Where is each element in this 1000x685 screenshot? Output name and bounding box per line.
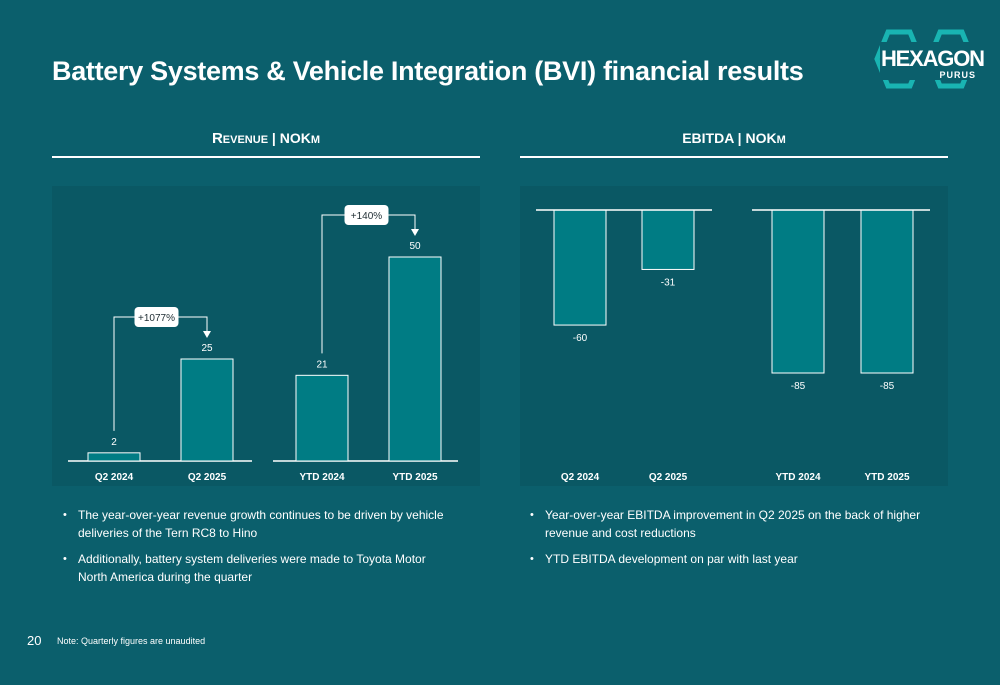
growth-badge-1 [134,307,179,327]
ebitda-bullet-1: Year-over-year EBITDA improvement in Q2 … [525,506,925,542]
growth-badge-label: +140% [351,211,383,222]
revenue-bar-q2-2025 [180,358,234,462]
growth-arrow-2 [411,229,419,236]
ebitda-value-label: -85 [791,381,806,392]
ebitda-category-label: Q2 2025 [649,472,688,483]
growth-badge-label: +1077% [138,313,175,324]
ebitda-heading-rule [520,156,948,158]
revenue-bullets: The year-over-year revenue growth contin… [58,506,458,594]
ebitda-bar-q2-2025 [641,209,695,270]
revenue-value-label: 21 [316,359,328,370]
svg-text:HEXAGON: HEXAGON [881,46,985,71]
ebitda-category-label: Q2 2024 [561,472,600,483]
ebitda-chart-heading: EBITDA | NOKM [682,130,786,146]
revenue-category-label: Q2 2025 [188,472,227,483]
revenue-value-label: 50 [409,241,421,252]
growth-badge-2 [344,205,389,225]
revenue-bullet-1: The year-over-year revenue growth contin… [58,506,458,542]
ebitda-bullets: Year-over-year EBITDA improvement in Q2 … [525,506,925,576]
ebitda-value-label: -31 [661,277,676,288]
hexagon-purus-logo: HEXAGON PURUS [874,29,986,89]
revenue-bar-ytd-2024 [295,374,349,462]
ebitda-bar-ytd-2024 [771,209,825,374]
revenue-value-label: 25 [201,343,213,354]
ebitda-bullet-2: YTD EBITDA development on par with last … [525,550,925,568]
ebitda-bar-ytd-2025 [860,209,914,374]
svg-text:PURUS: PURUS [939,70,976,80]
revenue-bullet-2: Additionally, battery system deliveries … [58,550,458,586]
ebitda-value-label: -85 [880,381,895,392]
ebitda-value-label: -60 [573,333,588,344]
ebitda-bar-q2-2024 [553,209,607,326]
revenue-category-label: YTD 2025 [392,472,437,483]
revenue-chart-heading: REVENUE | NOKM [211,130,321,147]
footnote: Note: Quarterly figures are unaudited [57,636,206,646]
revenue-value-label: 2 [111,437,117,448]
revenue-category-label: YTD 2024 [299,472,344,483]
revenue-bar-ytd-2025 [388,256,442,462]
ebitda-category-label: YTD 2024 [775,472,820,483]
ebitda-category-label: YTD 2025 [864,472,909,483]
page-title: Battery Systems & Vehicle Integration (B… [52,56,804,86]
revenue-bar-q2-2024 [87,452,141,462]
growth-arrow-1 [203,331,211,338]
page-number: 20 [27,633,42,648]
revenue-heading-rule [52,156,480,158]
revenue-category-label: Q2 2024 [95,472,134,483]
